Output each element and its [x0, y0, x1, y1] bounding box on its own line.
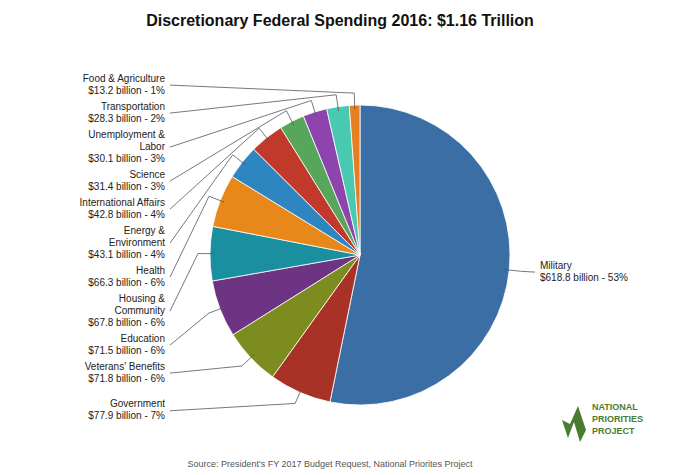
slice-label-line: Community [114, 305, 165, 316]
slice-label: Government [110, 398, 165, 409]
slice-label: Unemployment &Labor [88, 129, 165, 152]
data-label: $71.5 billion - 6% [88, 345, 165, 356]
data-label: $618.8 billion - 53% [540, 272, 628, 283]
leader-line [170, 95, 339, 113]
leader-line [170, 388, 302, 410]
slice-label: Energy &Environment [109, 225, 165, 248]
data-label: $67.8 billion - 6% [88, 317, 165, 328]
slice [349, 105, 360, 255]
slice-label-line: Energy & [124, 225, 165, 236]
data-label: $28.3 billion - 2% [88, 113, 165, 124]
logo-text: NATIONAL [592, 402, 638, 412]
data-label: $66.3 billion - 6% [88, 277, 165, 288]
slice [327, 105, 360, 255]
slice-label-line: Unemployment & [88, 129, 165, 140]
slice-label: International Affairs [80, 197, 165, 208]
data-label: $31.4 billion - 3% [88, 181, 165, 192]
slice-label: Housing &Community [114, 293, 165, 316]
data-label: $13.2 billion - 1% [88, 85, 165, 96]
slice-label: Food & Agriculture [83, 73, 166, 84]
slice-label: Education [121, 333, 165, 344]
slice-label-line: International Affairs [80, 197, 165, 208]
slice-label-line: Education [121, 333, 165, 344]
leader-line [170, 254, 215, 312]
slice-label: Veterans' Benefits [85, 361, 165, 372]
slice-label-line: Labor [139, 141, 165, 152]
leader-line [170, 355, 254, 373]
leader-line [505, 270, 535, 272]
data-label: $71.8 billion - 6% [88, 373, 165, 384]
slice-label-line: Housing & [119, 293, 165, 304]
source: Source: President's FY 2017 Budget Reque… [187, 459, 473, 469]
slice-label-line: Military [540, 260, 572, 271]
slice-label: Military [540, 260, 572, 271]
leader-line [170, 307, 224, 345]
chart: Discretionary Federal Spending 2016: $1.… [0, 0, 680, 475]
plot-area [210, 105, 510, 405]
data-label: $77.9 billion - 7% [88, 410, 165, 421]
slice-label-line: Government [110, 398, 165, 409]
slice-label-line: Food & Agriculture [83, 73, 166, 84]
leader-line [170, 111, 294, 181]
title: Discretionary Federal Spending 2016: $1.… [146, 12, 534, 29]
labels: Military$618.8 billion - 53%Government$7… [80, 73, 628, 422]
slice-label-line: Transportation [101, 101, 165, 112]
slice-label: Science [129, 169, 165, 180]
leader-line [170, 128, 269, 209]
slice-label-line: Environment [109, 237, 165, 248]
slice-label-line: Science [129, 169, 165, 180]
leader-line [170, 196, 224, 277]
logo-text: PRIORITIES [592, 414, 643, 424]
data-label: $30.1 billion - 3% [88, 153, 165, 164]
pie [210, 105, 510, 405]
leader-line [170, 101, 316, 148]
data-label: $42.8 billion - 4% [88, 209, 165, 220]
logo-shape [562, 406, 586, 442]
slice-label: Health [136, 265, 165, 276]
data-label: $43.1 billion - 4% [88, 249, 165, 260]
slice-label-line: Veterans' Benefits [85, 361, 165, 372]
logo-text: PROJECT [592, 426, 635, 436]
leader-line [170, 85, 355, 109]
slice-label: Transportation [101, 101, 165, 112]
logo: NATIONAL PRIORITIES PROJECT [562, 402, 643, 442]
slice-label-line: Health [136, 265, 165, 276]
